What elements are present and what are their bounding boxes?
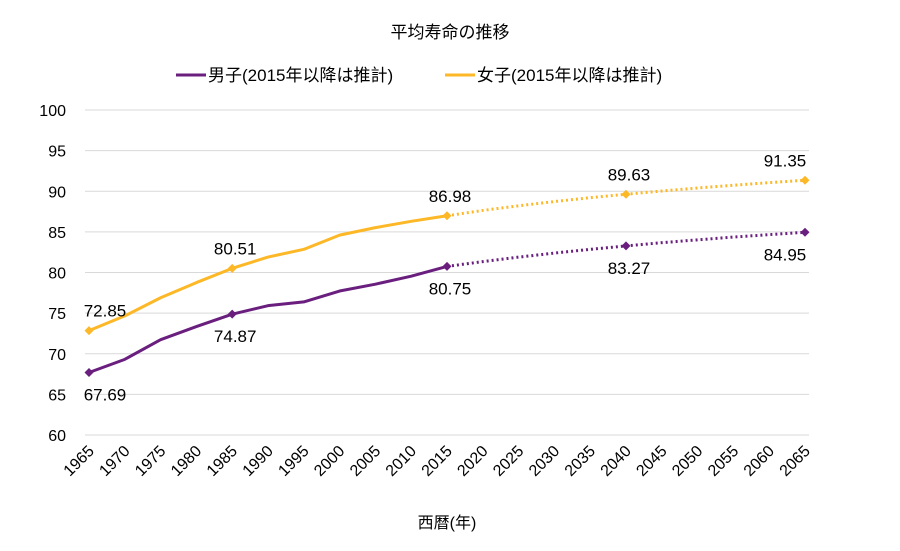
x-tick-label: 2015 [419, 443, 456, 480]
data-label-female: 80.51 [214, 239, 257, 258]
data-point-male [442, 261, 452, 271]
x-tick-label: 1995 [275, 443, 312, 480]
data-point-male [800, 227, 810, 237]
data-label-female: 72.85 [84, 302, 127, 321]
data-label-female: 91.35 [764, 151, 807, 170]
data-label-male: 67.69 [84, 386, 127, 405]
x-tick-label: 2035 [562, 443, 599, 480]
data-label-male: 83.27 [608, 259, 651, 278]
legend: 男子(2015年以降は推計) 女子(2015年以降は推計) [176, 66, 662, 85]
x-tick-label: 2065 [777, 443, 814, 480]
x-tick-label: 2045 [633, 443, 670, 480]
data-point-male [84, 368, 94, 378]
x-tick-label: 1965 [61, 443, 98, 480]
data-point-female [621, 189, 631, 199]
series-line-male-actual [88, 264, 448, 374]
y-tick-label: 90 [48, 184, 66, 201]
legend-label-female: 女子(2015年以降は推計) [477, 66, 662, 85]
data-label-male: 80.75 [429, 279, 472, 298]
chart-title: 平均寿命の推移 [391, 23, 510, 42]
x-tick-label: 1980 [168, 443, 205, 480]
data-point-female [227, 263, 237, 273]
x-axis-label: 西暦(年) [418, 514, 477, 532]
x-tick-label: 2005 [347, 443, 384, 480]
series-line-female-actual [88, 214, 448, 332]
x-tick-label: 2020 [454, 443, 491, 480]
x-tick-label: 1970 [96, 443, 133, 480]
data-point-male [621, 241, 631, 251]
x-tick-label: 2000 [311, 443, 348, 480]
y-tick-label: 95 [48, 144, 66, 161]
y-tick-label: 75 [48, 306, 66, 323]
y-tick-label: 100 [39, 103, 66, 120]
data-point-female [84, 326, 94, 336]
y-tick-label: 80 [48, 266, 66, 283]
y-tick-label: 60 [48, 428, 66, 445]
x-tick-label: 2030 [526, 443, 563, 480]
x-tick-label: 2050 [669, 443, 706, 480]
data-label-male: 84.95 [764, 245, 807, 264]
x-tick-label: 2060 [741, 443, 778, 480]
data-point-female [800, 175, 810, 185]
x-tick-label: 2010 [383, 443, 420, 480]
x-tick-label: 1975 [132, 443, 169, 480]
y-tick-label: 70 [48, 347, 66, 364]
data-label-female: 86.98 [429, 187, 472, 206]
data-label-male: 74.87 [214, 327, 257, 346]
x-tick-label: 2055 [705, 443, 742, 480]
data-label-female: 89.63 [608, 165, 651, 184]
data-point-female [442, 211, 452, 221]
legend-label-male: 男子(2015年以降は推計) [208, 66, 393, 85]
x-tick-label: 2025 [490, 443, 527, 480]
x-tick-label: 2040 [598, 443, 635, 480]
y-tick-label: 65 [48, 387, 66, 404]
y-tick-label: 85 [48, 225, 66, 242]
x-tick-label: 1990 [240, 443, 277, 480]
x-tick-label: 1985 [204, 443, 241, 480]
data-point-male [227, 309, 237, 319]
